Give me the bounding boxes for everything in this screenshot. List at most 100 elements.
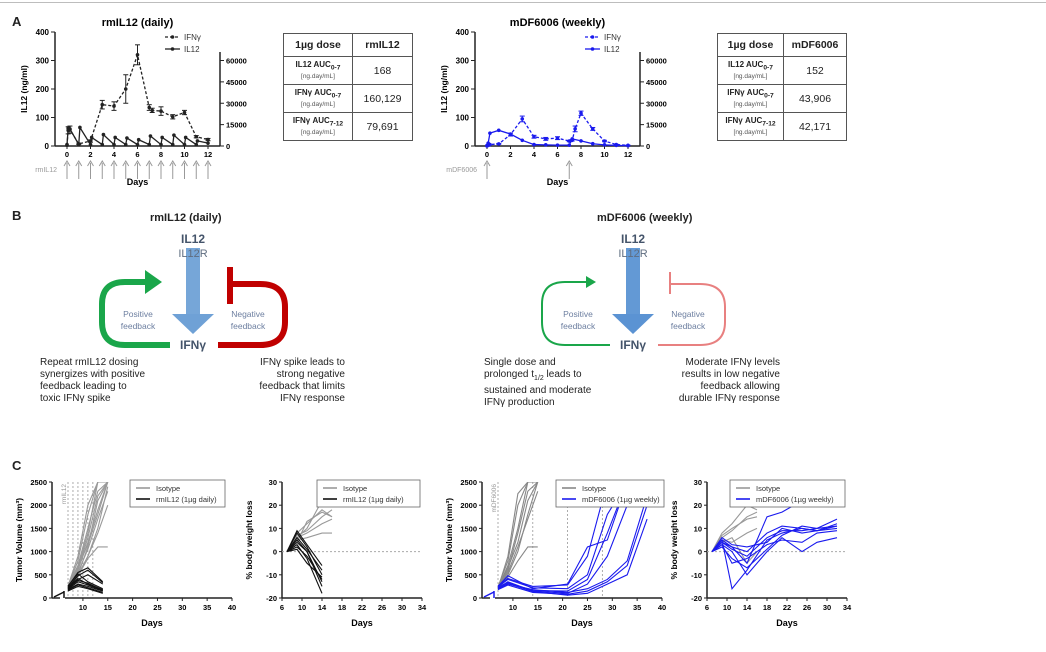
subject-line-isotype: [497, 491, 539, 590]
x-tick-label: 40: [228, 603, 236, 612]
data-point: [183, 135, 188, 140]
x-tick-label: 10: [600, 150, 608, 159]
data-point: [136, 137, 141, 142]
row-label-text: IFNγ AUC: [725, 115, 763, 125]
row-label-sub: 7-12: [762, 120, 776, 128]
negative-label: feedback: [671, 321, 706, 331]
legend-label: IFNγ: [184, 33, 201, 42]
y2-tick-label: 15000: [226, 121, 247, 130]
y2-tick-label: 0: [646, 142, 650, 151]
subject-line-isotype: [67, 482, 108, 588]
dosing-label: mDF6006: [446, 167, 477, 174]
data-point: [112, 142, 116, 147]
x-tick-label: 35: [633, 603, 641, 612]
auc-table-rmil12: 1µg dose rmIL12 IL12 AUC0-7 [ng.day/mL] 1…: [283, 33, 413, 141]
y-tick-label: 1500: [460, 524, 477, 533]
x-tick-label: 0: [65, 150, 69, 159]
positive-label: Positive: [123, 309, 153, 319]
x-tick-label: 4: [112, 150, 117, 159]
positive-feedback-loop: [99, 279, 170, 348]
y-tick-label: 200: [36, 85, 50, 94]
x-tick-label: 15: [534, 603, 542, 612]
y-tick-label: 30: [694, 478, 702, 487]
data-point: [78, 125, 82, 130]
x-tick-label: 30: [398, 603, 406, 612]
row-label-sub: 7-12: [329, 120, 344, 128]
data-point: [100, 142, 105, 147]
y-tick-label: 20: [269, 501, 277, 510]
legend-label: IFNγ: [604, 33, 621, 42]
series-group: [67, 482, 109, 594]
y-tick-label: 300: [456, 57, 470, 66]
data-point: [147, 105, 152, 110]
data-point: [147, 142, 152, 147]
row-label: IL12 AUC0-7 [ng.day/mL]: [717, 56, 784, 85]
y-axis-label: Tumor Volume (mm³): [14, 498, 24, 582]
legend-label: rmIL12 (1µg daily): [343, 495, 404, 504]
data-point: [520, 117, 525, 121]
subject-line-isotype: [67, 482, 109, 589]
x-tick-label: 30: [608, 603, 616, 612]
data-point: [76, 142, 81, 147]
desc-line: toxic IFNγ spike: [40, 393, 111, 404]
y2-tick-label: 60000: [646, 57, 667, 66]
y2-tick-label: 30000: [226, 99, 247, 108]
y-axis-label: IL12 (ng/ml): [19, 65, 29, 113]
x-tick-label: 18: [763, 603, 771, 612]
x-tick-label: 30: [178, 603, 186, 612]
x-tick-label: 22: [783, 603, 791, 612]
legend-label: Isotype: [582, 484, 606, 493]
row-label: IFNγ AUC0-7 [ng.day/mL]: [717, 84, 784, 113]
y-axis-label: % body weight loss: [669, 500, 679, 579]
legend-label: mDF6006 (1µg weekly): [756, 495, 834, 504]
x-tick-label: 25: [583, 603, 591, 612]
y-tick-label: 30: [269, 478, 277, 487]
diagram-title-mdf6006: mDF6006 (weekly): [597, 212, 693, 224]
y-tick-label: -10: [266, 571, 277, 580]
data-point: [150, 108, 154, 113]
x-tick-label: 40: [658, 603, 666, 612]
desc-line: IFNγ production: [484, 397, 555, 408]
receptor-label: IL12R: [178, 248, 207, 260]
description-mdf6006-negative: Moderate IFNγ levels results in low nega…: [655, 357, 780, 405]
data-point: [65, 142, 69, 147]
data-point: [543, 137, 548, 141]
subject-line-isotype: [497, 482, 539, 588]
data-point: [89, 135, 94, 140]
x-tick-label: 34: [843, 603, 852, 612]
legend-label: rmIL12 (1µg daily): [156, 495, 217, 504]
desc-line: Repeat rmIL12 dosing: [40, 357, 139, 368]
y-tick-label: -10: [691, 571, 702, 580]
positive-feedback-loop: [541, 281, 610, 346]
desc-line: sustained and moderate: [484, 385, 592, 396]
legend-label: IL12: [184, 45, 200, 54]
row-label-text: IFNγ AUC: [292, 115, 330, 125]
row-label-text: IL12 AUC: [295, 59, 331, 69]
y-tick-label: 2500: [30, 478, 47, 487]
x-tick-label: 26: [378, 603, 386, 612]
y-tick-label: 500: [464, 571, 477, 580]
data-point: [206, 141, 210, 145]
data-point: [100, 102, 105, 107]
dosing-arrowhead: [87, 160, 94, 167]
subject-line-treated: [497, 505, 648, 595]
y-tick-label: 100: [456, 114, 470, 123]
data-point: [567, 143, 572, 147]
negative-label: Negative: [671, 309, 705, 319]
data-point: [555, 136, 560, 140]
desc-line: feedback allowing: [700, 381, 781, 392]
y-tick-label: 10: [694, 524, 702, 533]
legend-label: mDF6006 (1µg weekly): [582, 495, 660, 504]
x-tick-label: 6: [280, 603, 284, 612]
subject-line-treated: [67, 569, 104, 589]
data-point: [488, 131, 492, 135]
output-label: IFNγ: [180, 338, 206, 352]
table-header-row: 1µg dose rmIL12: [283, 33, 413, 57]
data-point: [626, 143, 630, 148]
signal-arrow-head: [612, 314, 654, 334]
legend-marker: [590, 35, 595, 39]
data-point: [602, 143, 607, 147]
description-mdf6006-positive: Single dose and prolonged t1/2 leads to …: [484, 357, 591, 409]
data-point: [148, 134, 153, 138]
y2-tick-label: 15000: [646, 121, 667, 130]
